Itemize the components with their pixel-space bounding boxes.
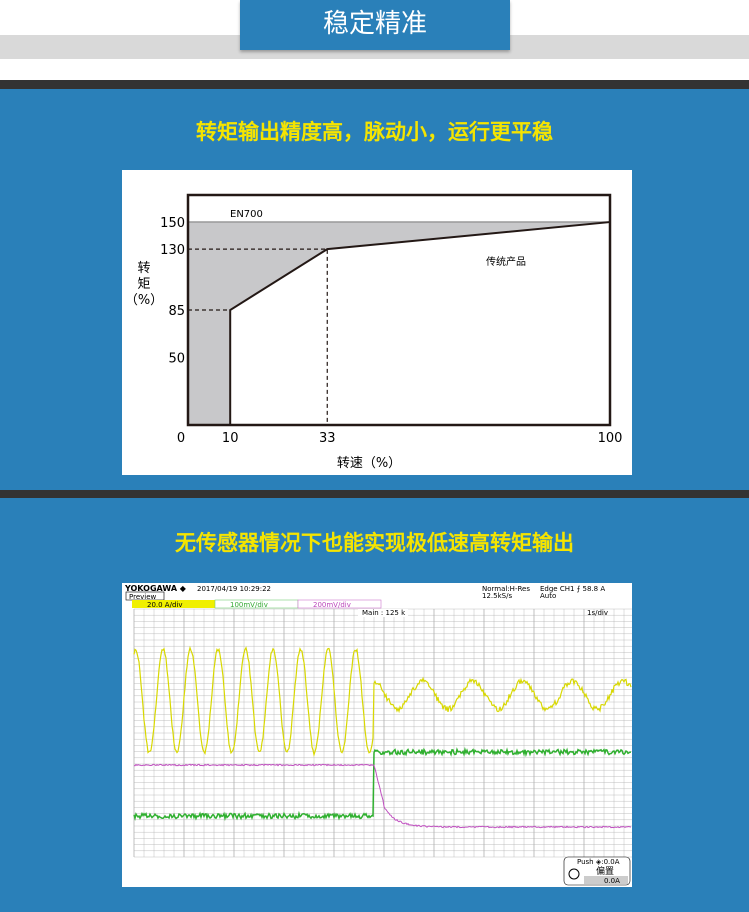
y-axis-label: 转	[137, 261, 150, 276]
divider	[0, 80, 749, 89]
scope-offset-value: 0.0A	[604, 877, 620, 885]
en700-annotation: EN700	[230, 209, 263, 220]
x-axis-label: 转速（%）	[337, 456, 401, 471]
x-tick-label: 100	[598, 431, 623, 446]
scope-datetime: 2017/04/19 10:29:22	[197, 585, 271, 593]
oscilloscope-capture: YOKOGAWA ◆ 2017/04/19 10:29:22 Preview N…	[122, 583, 632, 887]
ch2-trace	[134, 750, 631, 819]
y-axis-label: （%）	[125, 293, 163, 308]
scope-ch2: 100mV/div	[230, 601, 268, 609]
ch3-trace	[134, 764, 631, 827]
scope-push: Push ◈:0.0A	[577, 858, 620, 866]
scope-brand: YOKOGAWA ◆	[124, 584, 187, 593]
divider	[0, 490, 749, 498]
section-tab-title: 稳定精准	[240, 0, 510, 50]
scope-ch1: 20.0 A/div	[147, 601, 183, 609]
y-axis-label: 矩	[137, 277, 150, 292]
ch1-current-trace	[134, 648, 631, 755]
scope-timebase: 1s/div	[587, 609, 608, 617]
advantage-area	[188, 222, 610, 425]
y-tick-label: 130	[160, 243, 185, 258]
y-tick-label: 50	[168, 351, 185, 366]
torque-chart-panel: 0 10 33 100 50 85 130 150 转速（%） 转矩（%） EN700 传统产品	[122, 170, 632, 475]
y-tick-label: 150	[160, 216, 185, 231]
section2-heading: 无传感器情况下也能实现极低速高转矩输出	[0, 527, 749, 557]
y-tick-label: 85	[168, 304, 185, 319]
x-tick-label: 10	[222, 431, 239, 446]
x-tick-label: 33	[319, 431, 336, 446]
scope-main: Main : 125 k	[362, 609, 406, 617]
traditional-annotation: 传统产品	[486, 255, 526, 268]
x-tick-label: 0	[177, 431, 185, 446]
section1-heading: 转矩输出精度高，脉动小，运行更平稳	[0, 116, 749, 146]
torque-speed-chart: 0 10 33 100 50 85 130 150 转速（%） 转矩（%） EN700 传统产品	[122, 170, 632, 475]
scope-trigger-mode: Auto	[540, 592, 556, 600]
scope-ch3: 200mV/div	[313, 601, 351, 609]
scope-offset-label: 偏置	[596, 865, 614, 877]
scope-rate: 12.5kS/s	[482, 592, 512, 600]
scope-mode: Preview	[129, 593, 157, 601]
